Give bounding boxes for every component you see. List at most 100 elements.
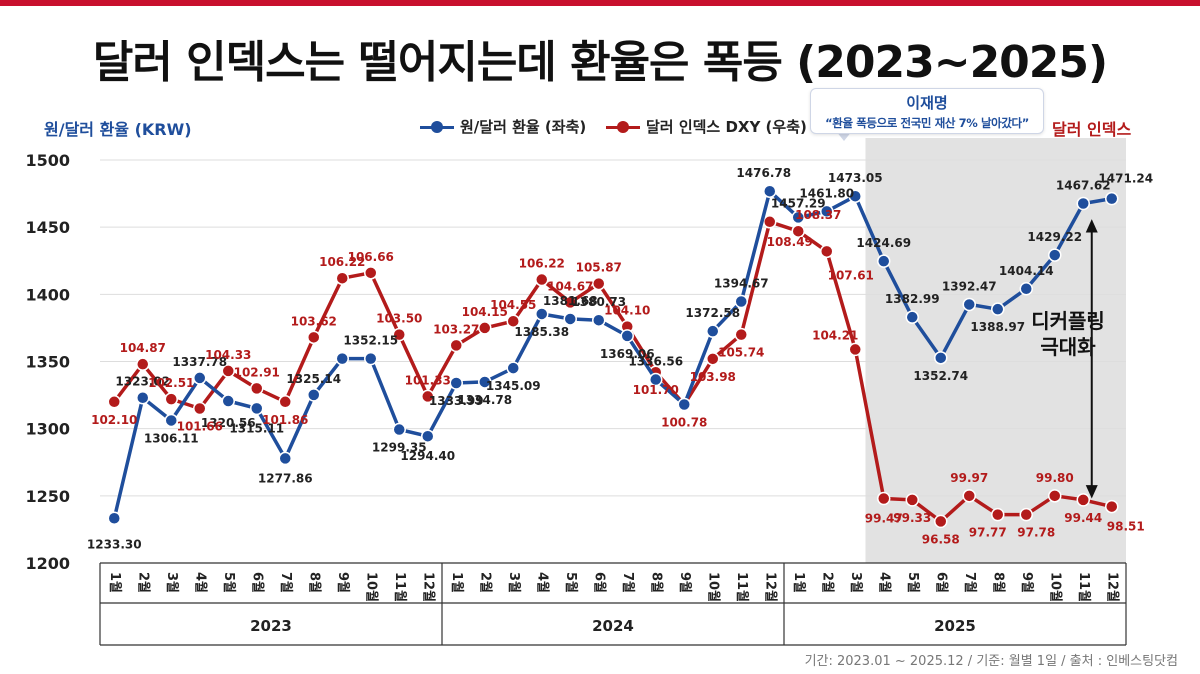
- krw-series-point: [392, 422, 406, 437]
- krw-data-label: 1333.99: [429, 394, 484, 408]
- dxy-series-point: [1048, 489, 1062, 503]
- month-tick-label: 2월: [135, 572, 151, 593]
- dxy-series-point: [905, 493, 919, 507]
- month-tick-label: 7월: [962, 572, 978, 593]
- dxy-data-label: 102.51: [148, 376, 194, 390]
- krw-series-point: [221, 394, 235, 408]
- krw-series-point: [677, 397, 691, 412]
- dxy-data-label: 105.74: [718, 346, 764, 360]
- dxy-series-point: [848, 342, 862, 357]
- dxy-data-label: 106.22: [319, 255, 365, 269]
- krw-data-label: 1294.40: [400, 449, 455, 463]
- y-tick-label: 1250: [25, 487, 70, 506]
- dxy-series-point: [563, 295, 577, 310]
- dxy-series-point: [221, 364, 235, 378]
- month-tick-label: 4월: [534, 572, 550, 593]
- krw-data-label: 1467.62: [1056, 178, 1111, 192]
- dxy-series-point: [877, 491, 891, 506]
- month-tick-label: 2월: [477, 572, 493, 593]
- dxy-series-point: [278, 395, 292, 409]
- krw-data-label: 1429.22: [1027, 230, 1082, 244]
- y-tick-label: 1300: [25, 420, 70, 439]
- krw-series-point: [877, 254, 891, 268]
- month-tick-label: 10월: [705, 572, 721, 602]
- callout-speaker: 이재명: [906, 94, 948, 112]
- decoupling-annotation-line: 극대화: [1040, 335, 1096, 359]
- decoupling-arrow-head-up: [1085, 219, 1098, 233]
- krw-data-label: 1476.78: [736, 166, 791, 180]
- krw-data-label: 1315.11: [229, 421, 284, 435]
- dxy-data-label: 102.91: [234, 365, 280, 379]
- month-tick-label: 10월: [363, 572, 379, 602]
- month-tick-label: 3월: [848, 572, 864, 593]
- krw-data-label: 1334.78: [457, 393, 512, 407]
- y-tick-label: 1200: [25, 554, 70, 573]
- callout-quote: “환율 폭등으로 전국민 재산 7% 날아갔다”: [825, 116, 1029, 130]
- source-note: 기간: 2023.01 ~ 2025.12 / 기준: 월별 1일 / 출처 :…: [804, 654, 1178, 669]
- dxy-data-label: 100.78: [661, 415, 707, 429]
- krw-series-point: [1105, 191, 1119, 206]
- month-tick-label: 9월: [335, 572, 351, 593]
- krw-data-label: 1473.05: [828, 171, 883, 185]
- y-tick-label: 1400: [25, 285, 70, 304]
- krw-data-label: 1369.06: [600, 347, 655, 361]
- krw-data-label: 1381.68: [543, 294, 598, 308]
- krw-series-point: [620, 329, 634, 343]
- krw-series-point: [364, 351, 378, 366]
- month-tick-label: 3월: [506, 572, 522, 593]
- month-tick-label: 1월: [107, 572, 123, 593]
- krw-series-point: [763, 184, 777, 198]
- right-axis-title: 달러 인덱스: [1052, 120, 1132, 139]
- krw-series-point: [478, 375, 492, 389]
- krw-data-label: 1277.86: [258, 471, 313, 485]
- krw-data-label: 1320.56: [201, 416, 256, 430]
- krw-series-point: [278, 451, 292, 466]
- dxy-series-point: [449, 338, 463, 353]
- month-tick-label: 12월: [1104, 572, 1120, 602]
- y-tick-label: 1350: [25, 353, 70, 372]
- dxy-data-label: 104.55: [490, 298, 536, 312]
- krw-series-line: [112, 189, 1113, 519]
- month-tick-label: 11월: [734, 572, 750, 602]
- krw-data-label: 1424.69: [856, 236, 911, 250]
- year-label: 2025: [934, 617, 976, 635]
- krw-series-point: [706, 324, 720, 338]
- dxy-data-label: 101.66: [177, 420, 223, 434]
- month-tick-label: 8월: [990, 572, 1006, 593]
- krw-data-label: 1392.47: [942, 279, 997, 293]
- month-tick-label: 8월: [648, 572, 664, 593]
- dxy-series-point: [1076, 493, 1090, 507]
- month-tick-label: 7월: [278, 572, 294, 593]
- y-tick-label: 1500: [25, 151, 70, 170]
- dxy-series-point: [364, 266, 378, 280]
- dxy-data-label: 103.50: [376, 312, 422, 326]
- krw-data-label: 1323.02: [115, 375, 170, 389]
- krw-data-label: 1385.38: [514, 325, 569, 339]
- month-tick-label: 5월: [905, 572, 921, 593]
- dxy-data-label: 99.33: [893, 511, 931, 525]
- left-axis-title: 원/달러 환율 (KRW): [44, 120, 192, 139]
- dxy-series-point: [136, 357, 150, 371]
- legend-item-dxy: 달러 인덱스 DXY (우축): [606, 116, 807, 137]
- callout-tail: [836, 131, 852, 141]
- krw-series-point: [535, 307, 549, 321]
- krw-data-label: 1380.73: [571, 295, 626, 309]
- month-tick-label: 8월: [306, 572, 322, 593]
- krw-data-label: 1233.30: [87, 537, 142, 551]
- month-tick-label: 6월: [591, 572, 607, 593]
- krw-series-point: [905, 310, 919, 324]
- dxy-data-label: 101.33: [405, 373, 451, 387]
- dxy-data-label: 104.33: [205, 348, 251, 362]
- month-tick-label: 1월: [791, 572, 807, 593]
- dxy-data-label: 96.58: [922, 532, 960, 546]
- legend-swatch-krw: [420, 120, 454, 133]
- krw-series-point: [193, 371, 207, 385]
- krw-series-point: [649, 372, 663, 387]
- quote-callout: 이재명 “환율 폭등으로 전국민 재산 7% 날아갔다”: [810, 88, 1044, 134]
- krw-series-point: [991, 302, 1005, 316]
- dxy-series-point: [592, 276, 606, 291]
- year-label: 2024: [592, 617, 634, 635]
- krw-data-label: 1352.15: [343, 334, 398, 348]
- legend-label-krw: 원/달러 환율 (좌축): [460, 118, 587, 136]
- dxy-data-label: 99.44: [1064, 511, 1102, 525]
